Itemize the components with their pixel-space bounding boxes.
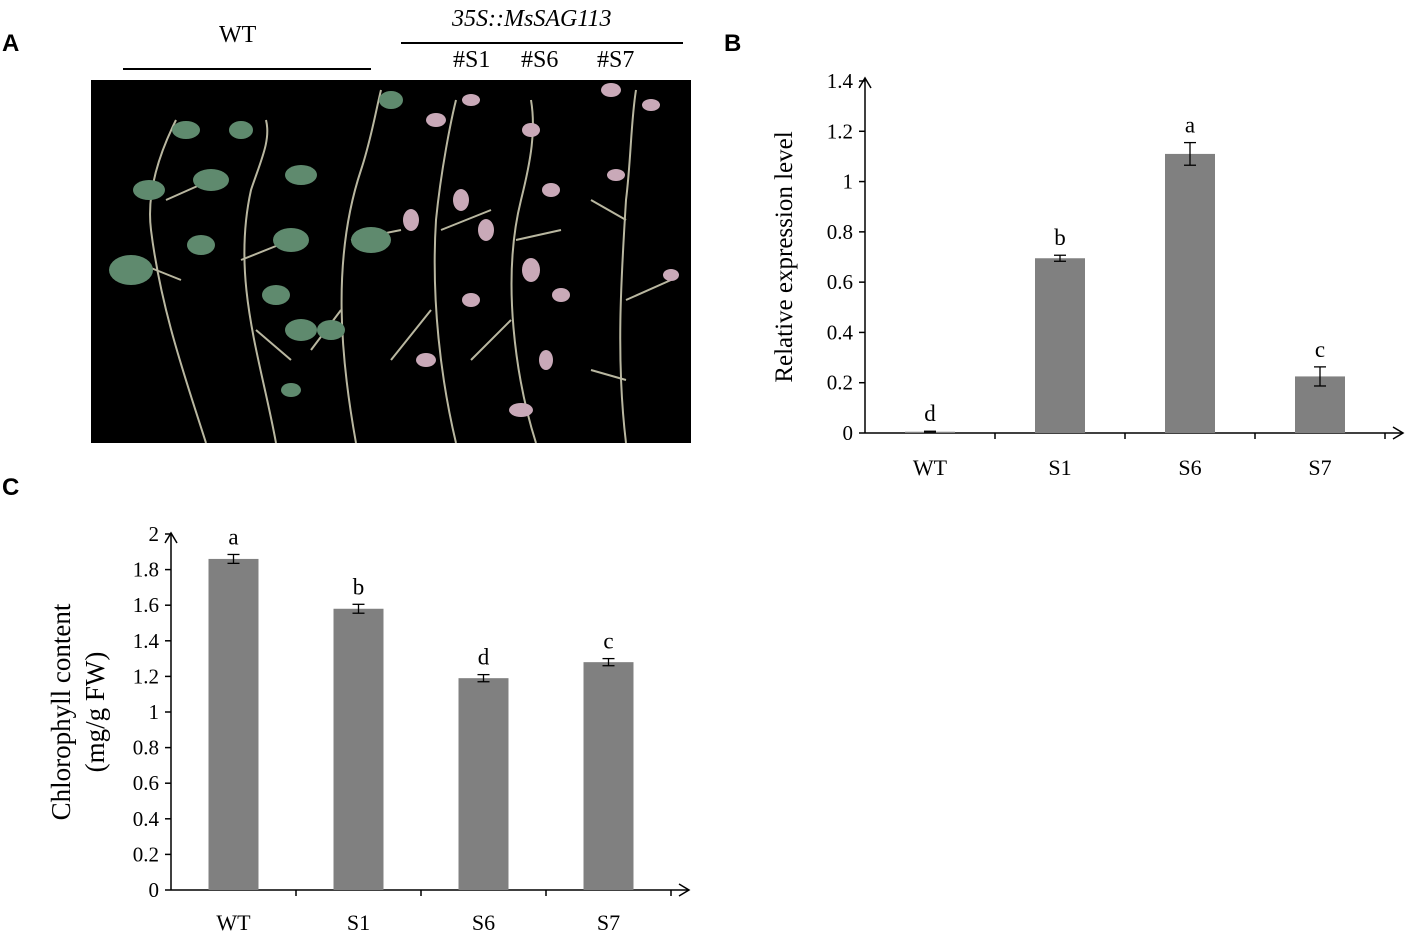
chart-c-bar [458, 678, 509, 890]
chart-b-bar [1035, 258, 1085, 433]
chart-c-y-tick-label: 1.4 [133, 629, 160, 653]
chart-c-y-tick-label: 2 [149, 522, 160, 546]
chart-c-bar [208, 558, 259, 890]
transgenic-group-label: 35S::MsSAG113 [452, 6, 612, 32]
panel-label-b: B [724, 30, 742, 57]
chart-b-y-axis-label: Relative expression level [771, 131, 798, 382]
plant-photo-illustration [109, 83, 679, 444]
chart-c-y-tick-label: 0.6 [133, 771, 159, 795]
chart-b-y-tick-label: 1.4 [827, 69, 854, 93]
chart-b-y-tick-label: 0.2 [827, 371, 853, 395]
chart-c-category-label: S6 [472, 910, 495, 933]
chart-b-category-label: S6 [1178, 455, 1201, 480]
chart-c-y-tick-label: 0 [149, 878, 160, 902]
chart-c-y-tick-label: 0.2 [133, 842, 159, 866]
chart-b-significance-label: b [1054, 225, 1066, 250]
chart-c-significance-label: c [603, 629, 613, 654]
chart-c-y-axis-label: Chlorophyll content [46, 603, 76, 820]
chart-b-significance-label: c [1315, 337, 1325, 362]
chart-b: 0 0.2 0.4 0.6 0.8 1 1.2 1.4 d WT b S1 a S6 c S7 Relative… [771, 69, 1405, 480]
chart-c-y-tick-label: 1.8 [133, 558, 159, 582]
chart-b-bar [1165, 153, 1215, 433]
chart-c: 0 0.2 0.4 0.6 0.8 1 1.2 1.4 1.6 1.8 2 a WT b S1 d S6 c S7 C… [46, 522, 691, 933]
chart-c-y-tick-label: 1.6 [133, 593, 159, 617]
chart-b-significance-label: a [1185, 113, 1195, 138]
transgenic-group-line [401, 42, 683, 44]
chart-c-y-tick-label: 0.8 [133, 736, 159, 760]
chart-c-y-tick-label: 1 [149, 700, 160, 724]
chart-b-y-tick-label: 1.2 [827, 119, 853, 143]
chart-c-bar [583, 662, 634, 890]
line-label-s6: #S6 [521, 47, 559, 73]
panel-label-a: A [2, 30, 20, 57]
chart-b-category-label: S7 [1308, 455, 1331, 480]
wt-group-label: WT [219, 22, 257, 48]
chart-c-category-label: WT [216, 910, 251, 933]
chart-b-y-tick-label: 0 [843, 421, 854, 445]
chart-b-y-tick-label: 1 [843, 170, 854, 194]
line-label-s1: #S1 [453, 47, 491, 73]
chart-c-y-tick-label: 0.4 [133, 807, 160, 831]
chart-c-y-tick-label: 1.2 [133, 664, 159, 688]
plant-photo [91, 80, 691, 444]
wt-group-line [123, 68, 371, 70]
chart-c-significance-label: a [228, 524, 238, 549]
chart-c-x-axis-arrow [678, 883, 691, 897]
chart-c-bar [333, 608, 384, 890]
chart-b-x-axis-arrow [1392, 426, 1405, 440]
chart-c-y-axis-arrow [164, 531, 178, 544]
chart-b-y-axis-arrow [858, 76, 872, 89]
chart-b-y-tick-label: 0.8 [827, 220, 853, 244]
line-label-s7: #S7 [597, 47, 635, 73]
chart-c-significance-label: d [478, 645, 490, 670]
chart-b-category-label: S1 [1048, 455, 1071, 480]
chart-c-significance-label: b [353, 574, 365, 599]
chart-c-category-label: S7 [597, 910, 620, 933]
chart-b-category-label: WT [913, 455, 948, 480]
chart-b-significance-label: d [924, 401, 936, 426]
chart-b-y-tick-label: 0.4 [827, 320, 854, 344]
chart-c-category-label: S1 [347, 910, 370, 933]
chart-b-y-tick-label: 0.6 [827, 270, 853, 294]
chart-c-y-axis-label: (mg/g FW) [80, 652, 110, 773]
panel-label-c: C [2, 474, 20, 501]
